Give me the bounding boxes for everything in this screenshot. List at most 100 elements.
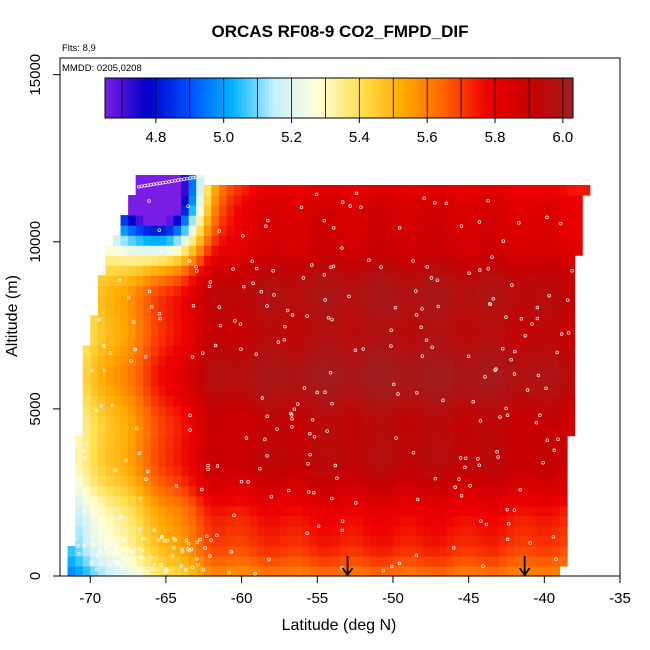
heat-cell — [370, 545, 379, 557]
heat-cell — [150, 385, 159, 397]
heat-cell — [536, 265, 545, 276]
heat-cell — [453, 275, 462, 286]
sample-point — [190, 565, 195, 569]
heat-cell — [203, 535, 212, 547]
heat-cell — [438, 415, 447, 427]
heat-cell — [271, 355, 281, 367]
sample-point — [113, 543, 118, 548]
heat-cell — [340, 295, 349, 306]
heat-cell — [309, 295, 318, 306]
heat-cell — [423, 555, 432, 567]
heat-cell — [423, 405, 432, 417]
heat-cell — [483, 205, 492, 216]
heat-cell — [355, 205, 364, 216]
heat-cell — [453, 265, 462, 276]
heat-cell — [143, 545, 152, 557]
sample-point — [554, 557, 558, 561]
heat-cell — [181, 255, 190, 266]
heat-cell — [75, 565, 84, 577]
heat-cell — [355, 275, 364, 286]
colorbar-swatch — [167, 78, 172, 118]
heat-cell — [400, 184, 409, 196]
heat-cell — [362, 465, 371, 477]
heat-cell — [279, 255, 288, 266]
heat-cell — [188, 365, 197, 377]
heat-cell — [332, 405, 341, 417]
heat-cell — [529, 184, 538, 196]
heat-cell — [150, 495, 159, 507]
heat-cell — [271, 215, 281, 226]
heat-cell — [483, 335, 492, 347]
heat-cell — [249, 545, 258, 557]
heat-cell — [408, 385, 417, 397]
heat-cell — [521, 365, 530, 377]
heat-cell — [506, 195, 515, 206]
colorbar-swatch — [151, 78, 157, 118]
heat-cell — [408, 245, 417, 256]
heat-cell — [544, 565, 553, 577]
heat-cell — [218, 335, 228, 347]
heat-cell — [181, 335, 190, 347]
heat-cell — [483, 215, 492, 226]
heat-cell — [135, 365, 144, 377]
sample-point — [415, 390, 419, 395]
heat-cell — [264, 355, 273, 367]
sample-point — [459, 493, 464, 498]
heat-cell — [128, 245, 137, 256]
heat-cell — [287, 355, 296, 367]
heat-cell — [514, 475, 523, 487]
heat-cell — [551, 325, 561, 336]
sample-point — [215, 464, 220, 468]
heat-cell — [256, 325, 265, 336]
heat-cell — [430, 395, 439, 407]
sample-point — [185, 176, 189, 181]
heat-cell — [90, 345, 99, 357]
sample-point — [285, 308, 290, 313]
sample-point — [478, 268, 482, 272]
heat-cell — [445, 545, 455, 557]
heat-cell — [385, 345, 394, 357]
heat-cell — [567, 205, 576, 216]
heat-cell — [521, 455, 530, 467]
heat-cell — [120, 315, 129, 326]
heat-cell — [188, 415, 197, 427]
heat-cell — [415, 485, 424, 497]
heat-cell — [234, 495, 243, 507]
heat-cell — [226, 325, 235, 336]
heat-cell — [400, 415, 409, 427]
heat-cell — [90, 535, 99, 547]
heat-cell — [438, 285, 447, 296]
heat-cell — [506, 445, 515, 457]
heat-cell — [90, 415, 99, 427]
heat-cell — [468, 545, 477, 557]
heat-cell — [249, 275, 258, 286]
colorbar-swatch — [292, 78, 297, 118]
heat-cell — [385, 305, 394, 316]
sample-point — [179, 564, 184, 568]
heat-cell — [453, 445, 462, 457]
heat-cell — [324, 245, 334, 256]
heat-cell — [529, 425, 538, 437]
heat-cell — [506, 205, 515, 216]
colorbar-swatch — [303, 78, 309, 118]
heat-cell — [203, 305, 212, 316]
heat-cell — [521, 545, 530, 557]
heat-cell — [271, 445, 281, 457]
heat-cell — [461, 395, 470, 407]
heat-cell — [529, 445, 538, 457]
heat-cell — [279, 505, 288, 517]
heat-cell — [302, 445, 311, 457]
heat-cell — [112, 245, 122, 256]
heat-cell — [120, 335, 129, 347]
heat-cell — [128, 365, 137, 377]
colorbar-tick-label: 5.4 — [349, 129, 370, 146]
heat-cell — [150, 555, 159, 567]
heat-cell — [324, 485, 334, 497]
heat-cell — [196, 335, 205, 347]
heat-cell — [438, 455, 447, 467]
heat-cell — [476, 565, 485, 577]
heat-cell — [309, 355, 318, 367]
heat-cell — [529, 345, 538, 357]
heat-cell — [559, 555, 568, 567]
colorbar-swatch — [105, 78, 110, 118]
